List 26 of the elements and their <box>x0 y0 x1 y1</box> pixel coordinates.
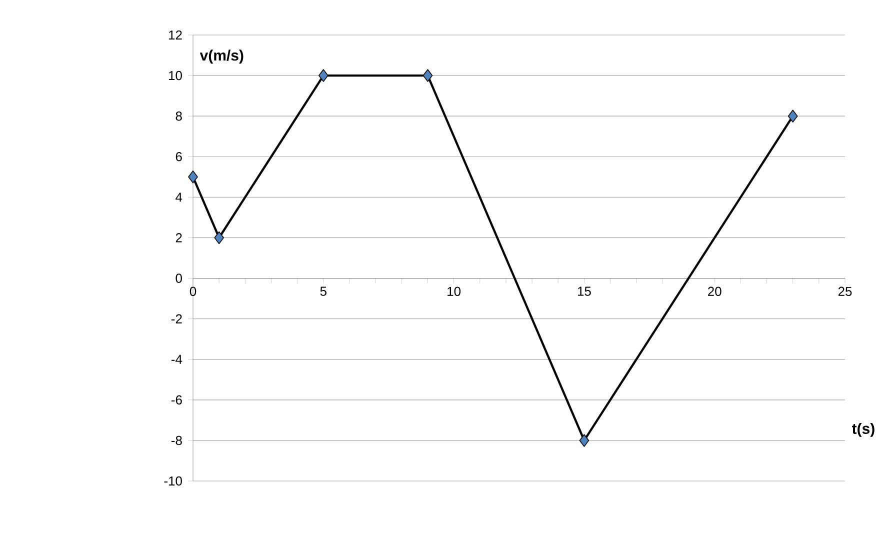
y-tick-label: 4 <box>176 192 182 202</box>
point <box>579 434 590 447</box>
y-tick-label: -8 <box>171 436 182 446</box>
point <box>214 231 224 244</box>
x-tick-label: 10 <box>448 286 461 296</box>
point <box>422 69 433 82</box>
x-tick-label: 5 <box>320 286 326 296</box>
point <box>318 69 328 82</box>
y-tick-label: -6 <box>171 395 182 405</box>
x-tick-label: 0 <box>190 286 196 296</box>
x-axis-title: t(s) <box>852 422 874 437</box>
y-tick-label: -10 <box>164 476 182 486</box>
y-tick-label: 6 <box>176 152 182 162</box>
y-tick-label: -2 <box>171 314 182 324</box>
y-axis-title: v(m/s) <box>200 50 244 64</box>
x-tick-label: 20 <box>708 286 722 296</box>
y-tick-label: 10 <box>169 70 182 80</box>
x-tick-label: 25 <box>838 286 852 296</box>
x-tick-label: 15 <box>578 286 591 296</box>
point <box>788 110 798 122</box>
point <box>188 170 198 184</box>
y-tick-label: -4 <box>171 354 182 364</box>
y-tick-label: 2 <box>176 233 182 242</box>
y-tick-label: 0 <box>176 274 182 283</box>
y-tick-label: 12 <box>169 30 182 40</box>
y-tick-label: 8 <box>176 111 182 121</box>
